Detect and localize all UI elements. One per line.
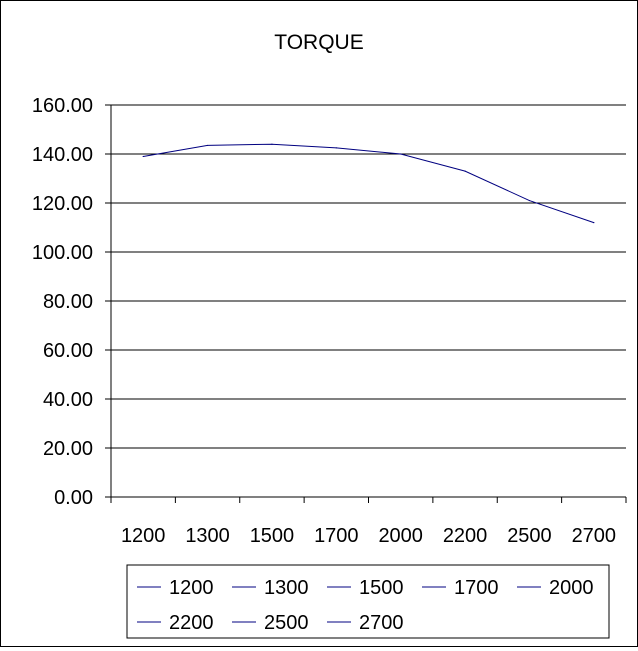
x-tick-label: 2000 xyxy=(378,525,423,547)
y-tick-label: 0.00 xyxy=(54,487,93,509)
x-tick-label: 1700 xyxy=(314,525,359,547)
x-tick-label: 1200 xyxy=(121,525,166,547)
data-point xyxy=(142,155,144,158)
legend-entry-label: 2500 xyxy=(264,612,309,634)
y-tick-label: 160.00 xyxy=(32,95,93,117)
data-point xyxy=(206,144,209,147)
legend-entry-label: 2700 xyxy=(359,612,404,634)
x-tick-label: 2700 xyxy=(572,525,617,547)
y-tick-label: 80.00 xyxy=(43,291,93,313)
chart-title: TORQUE xyxy=(274,31,363,54)
legend-entry-label: 2000 xyxy=(549,577,594,599)
y-tick-label: 60.00 xyxy=(43,340,93,362)
data-point xyxy=(335,147,337,149)
legend-box xyxy=(126,564,610,639)
legend-entry-label: 2200 xyxy=(169,612,214,634)
legend-entry-label: 1300 xyxy=(264,577,309,599)
legend-entry-label: 1700 xyxy=(454,577,499,599)
x-tick-label: 1500 xyxy=(250,525,295,547)
y-tick-label: 120.00 xyxy=(32,193,93,215)
data-point xyxy=(528,199,531,202)
y-tick-label: 100.00 xyxy=(32,242,93,264)
legend-entry-label: 1200 xyxy=(169,577,214,599)
data-point xyxy=(464,170,466,172)
legend-entry-label: 1500 xyxy=(359,577,404,599)
data-point xyxy=(593,222,595,224)
y-tick-label: 140.00 xyxy=(32,144,93,166)
y-tick-label: 20.00 xyxy=(43,438,93,460)
y-tick-label: 40.00 xyxy=(43,389,93,411)
data-point xyxy=(400,153,402,155)
x-tick-label: 2500 xyxy=(507,525,552,547)
x-tick-label: 1300 xyxy=(185,525,230,547)
x-tick-label: 2200 xyxy=(443,525,488,547)
torque-series-line xyxy=(143,143,594,224)
data-point xyxy=(271,143,273,145)
